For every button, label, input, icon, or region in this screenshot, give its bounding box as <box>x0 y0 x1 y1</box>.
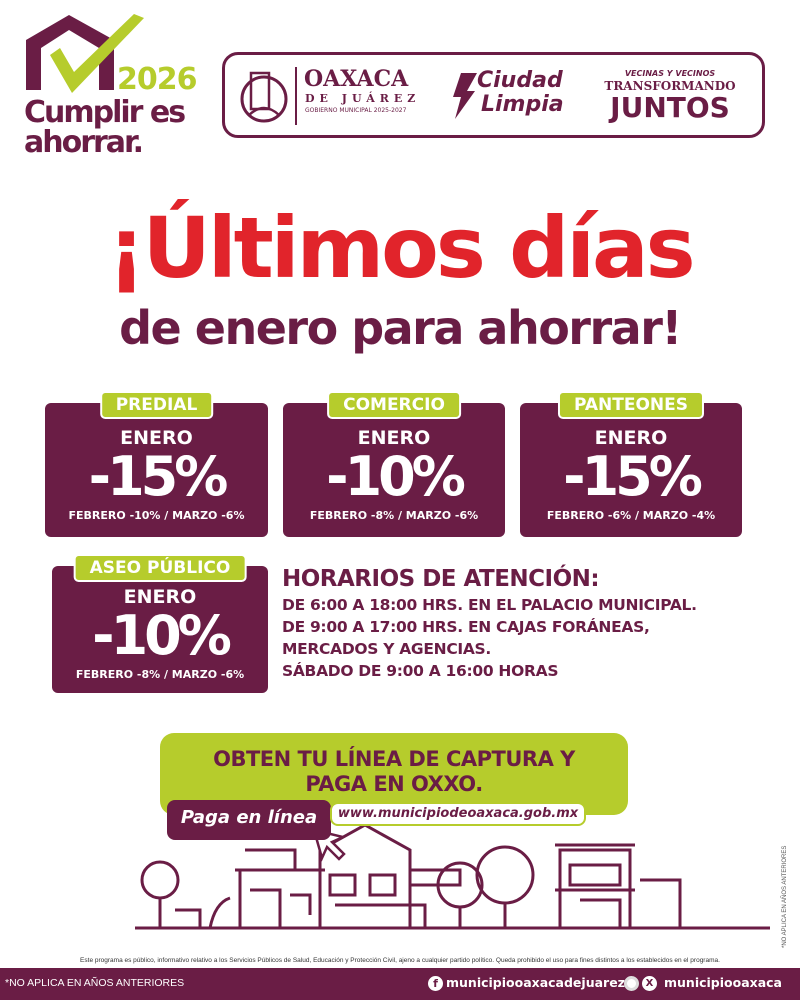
card-month: ENERO <box>120 427 193 449</box>
house-check-icon <box>26 14 144 93</box>
instagram-icon[interactable] <box>624 976 639 991</box>
cta-line2: PAGA EN OXXO. <box>305 772 483 796</box>
municipio-name: OAXACA <box>304 66 409 92</box>
card-discount: -15% <box>88 445 229 508</box>
website-link[interactable]: www.municipiodeoaxaca.gob.mx <box>330 802 586 826</box>
facebook-handle[interactable]: municipiooaxacadejuarez <box>446 975 625 990</box>
card-month: ENERO <box>123 586 197 608</box>
campaign-logo: 2026 Cumplir es ahorrar. <box>24 10 214 165</box>
headline-line2: de enero para ahorrar! <box>119 301 682 355</box>
card-tab: COMERCIO <box>327 391 461 419</box>
side-note: *NO APLICA EN AÑOS ANTERIORES <box>782 845 788 948</box>
logo-slogan-1: Cumplir es <box>24 95 186 130</box>
lightning-icon <box>453 73 477 119</box>
horarios: HORARIOS DE ATENCIÓN: DE 6:00 A 18:00 HR… <box>282 564 782 682</box>
card-tab: PREDIAL <box>99 391 214 419</box>
x-icon[interactable]: X <box>642 976 657 991</box>
card-discount: -10% <box>92 604 232 667</box>
social-handle[interactable]: municipiooaxaca <box>664 975 782 990</box>
footer-bar: *NO APLICA EN AÑOS ANTERIORES f municipi… <box>0 968 800 1000</box>
juntos-1: VECINAS Y VECINOS <box>624 69 716 78</box>
card-discount: -15% <box>563 445 703 508</box>
card-tab: PANTEONES <box>557 391 705 419</box>
card-month: ENERO <box>594 427 668 449</box>
card-aseo-publico: ASEO PÚBLICO ENERO -10% FEBRERO -8% / MA… <box>52 554 268 693</box>
logo-year: 2026 <box>117 62 197 97</box>
horarios-line: MERCADOS Y AGENCIAS. <box>282 640 492 658</box>
municipio-sub: DE JUÁREZ <box>305 92 421 105</box>
headline-line1: ¡Últimos días <box>107 199 695 297</box>
disclaimer: Este programa es público, informativo re… <box>80 957 720 964</box>
card-panteones: PANTEONES ENERO -15% FEBRERO -6% / MARZO… <box>520 391 742 537</box>
horarios-title: HORARIOS DE ATENCIÓN: <box>282 566 600 592</box>
header-logos: OAXACA DE JUÁREZ GOBIERNO MUNICIPAL 2025… <box>222 52 765 138</box>
card-discount: -10% <box>326 445 466 508</box>
juntos-3: JUNTOS <box>610 91 730 124</box>
facebook-icon[interactable]: f <box>428 976 443 991</box>
cta-line1: OBTEN TU LÍNEA DE CAPTURA Y <box>213 747 575 771</box>
card-month: ENERO <box>357 427 431 449</box>
card-comercio: COMERCIO ENERO -10% FEBRERO -8% / MARZO … <box>283 391 505 537</box>
municipal-seal-icon <box>240 71 288 123</box>
horarios-line: SÁBADO DE 9:00 A 16:00 HORAS <box>282 662 559 680</box>
card-tab: ASEO PÚBLICO <box>73 554 247 582</box>
horarios-line: DE 9:00 A 17:00 HRS. EN CAJAS FORÁNEAS, <box>282 618 650 636</box>
card-after: FEBRERO -6% / MARZO -4% <box>546 509 716 522</box>
card-after: FEBRERO -10% / MARZO -6% <box>68 509 245 522</box>
ciudad-limpia-1: Ciudad <box>477 68 563 93</box>
card-after: FEBRERO -8% / MARZO -6% <box>309 509 479 522</box>
juntos-2: TRANSFORMANDO <box>604 79 736 93</box>
pay-online-button[interactable]: Paga en línea <box>167 800 331 840</box>
horarios-line: DE 6:00 A 18:00 HRS. EN EL PALACIO MUNIC… <box>282 596 697 614</box>
ciudad-limpia-2: Limpia <box>481 92 564 117</box>
city-illustration <box>135 823 770 930</box>
card-predial: PREDIAL ENERO -15% FEBRERO -10% / MARZO … <box>45 391 268 537</box>
municipio-gov: GOBIERNO MUNICIPAL 2025-2027 <box>305 107 407 114</box>
footer-note: *NO APLICA EN AÑOS ANTERIORES <box>5 977 185 989</box>
card-after: FEBRERO -8% / MARZO -6% <box>75 668 245 681</box>
logo-slogan-2: ahorrar. <box>24 125 144 160</box>
